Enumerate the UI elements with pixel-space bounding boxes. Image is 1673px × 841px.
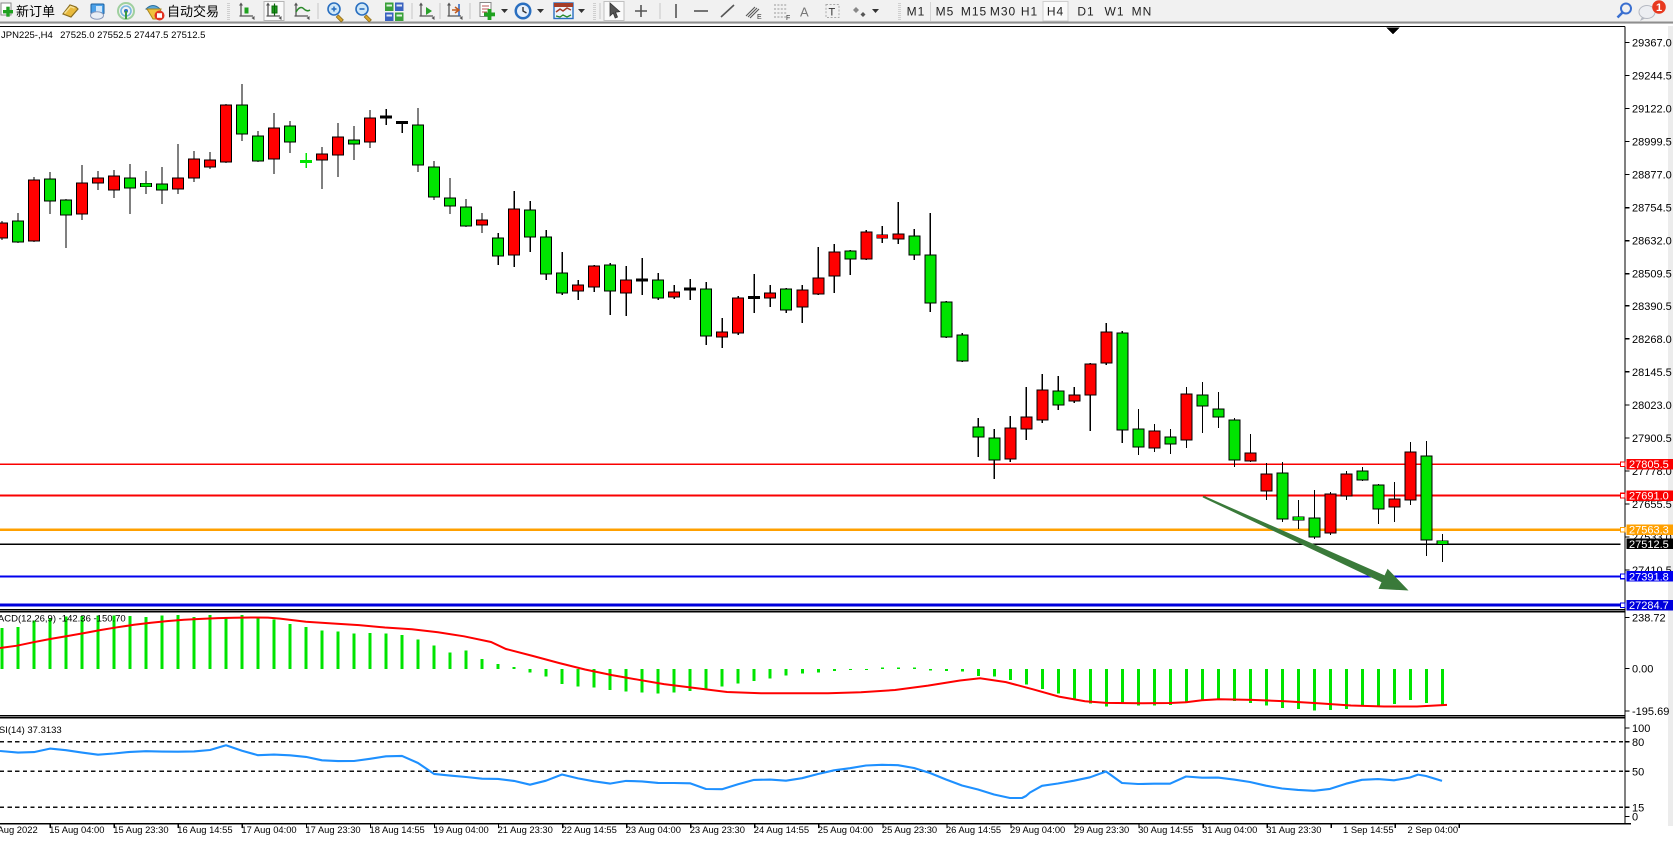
svg-text:1: 1: [1656, 2, 1662, 14]
svg-text:F: F: [786, 15, 790, 22]
svg-text:17 Aug 04:00: 17 Aug 04:00: [241, 824, 296, 835]
svg-text:27900.5: 27900.5: [1632, 433, 1672, 445]
svg-text:28632.0: 28632.0: [1632, 236, 1672, 248]
svg-text:2 Sep 04:00: 2 Sep 04:00: [1408, 824, 1459, 835]
svg-text:17 Aug 23:30: 17 Aug 23:30: [305, 824, 360, 835]
svg-text:29367.0: 29367.0: [1632, 38, 1672, 50]
svg-text:E: E: [757, 14, 762, 21]
svg-text:28023.0: 28023.0: [1632, 400, 1672, 412]
svg-text:24 Aug 14:55: 24 Aug 14:55: [754, 824, 809, 835]
svg-text:15 Aug 04:00: 15 Aug 04:00: [49, 824, 104, 835]
svg-text:100: 100: [1632, 723, 1650, 735]
svg-text:28877.0: 28877.0: [1632, 170, 1672, 182]
svg-text:27391.8: 27391.8: [1629, 571, 1669, 583]
svg-text:21 Aug 23:30: 21 Aug 23:30: [498, 824, 553, 835]
svg-text:15 Aug 23:30: 15 Aug 23:30: [113, 824, 168, 835]
svg-text:27805.5: 27805.5: [1629, 459, 1669, 471]
svg-text:自动交易: 自动交易: [167, 4, 219, 19]
svg-text:238.72: 238.72: [1632, 612, 1666, 624]
svg-text:0: 0: [1632, 812, 1638, 824]
svg-text:22 Aug 14:55: 22 Aug 14:55: [562, 824, 617, 835]
svg-text:28999.5: 28999.5: [1632, 137, 1672, 149]
svg-text:-195.69: -195.69: [1632, 706, 1669, 718]
svg-text:19 Aug 04:00: 19 Aug 04:00: [434, 824, 489, 835]
svg-text:23 Aug 04:00: 23 Aug 04:00: [626, 824, 681, 835]
svg-text:26 Aug 14:55: 26 Aug 14:55: [946, 824, 1001, 835]
svg-text:MN: MN: [1132, 5, 1153, 19]
svg-text:28145.5: 28145.5: [1632, 367, 1672, 379]
svg-text:M1: M1: [907, 5, 926, 19]
svg-text:30 Aug 14:55: 30 Aug 14:55: [1138, 824, 1193, 835]
svg-text:1 Sep 14:55: 1 Sep 14:55: [1343, 824, 1394, 835]
svg-text:16 Aug 14:55: 16 Aug 14:55: [177, 824, 232, 835]
svg-text:29122.0: 29122.0: [1632, 104, 1672, 116]
svg-text:80: 80: [1632, 737, 1644, 749]
svg-text:12 Aug 2022: 12 Aug 2022: [0, 824, 38, 835]
svg-text:JPN225-,H4 27525.0 27552.5 27: JPN225-,H4 27525.0 27552.5 27447.5 27512…: [1, 30, 205, 41]
svg-text:MACD(12,26,9) -142.36 -150.70: MACD(12,26,9) -142.36 -150.70: [0, 613, 126, 624]
svg-text:新订单: 新订单: [16, 4, 55, 19]
svg-text:27563.3: 27563.3: [1629, 525, 1669, 537]
svg-text:18 Aug 14:55: 18 Aug 14:55: [370, 824, 425, 835]
svg-text:28390.5: 28390.5: [1632, 301, 1672, 313]
svg-text:D1: D1: [1077, 5, 1094, 19]
svg-text:H1: H1: [1021, 5, 1038, 19]
svg-text:A: A: [800, 5, 809, 20]
svg-text:31 Aug 23:30: 31 Aug 23:30: [1266, 824, 1321, 835]
svg-text:29244.5: 29244.5: [1632, 71, 1672, 83]
svg-text:27691.0: 27691.0: [1629, 491, 1669, 503]
svg-text:23 Aug 23:30: 23 Aug 23:30: [690, 824, 745, 835]
svg-text:29 Aug 23:30: 29 Aug 23:30: [1074, 824, 1129, 835]
svg-text:28268.0: 28268.0: [1632, 334, 1672, 346]
svg-text:27512.5: 27512.5: [1629, 539, 1669, 551]
svg-text:27284.7: 27284.7: [1629, 600, 1669, 612]
svg-text:T: T: [829, 7, 836, 19]
svg-text:0.00: 0.00: [1632, 664, 1653, 676]
svg-text:29 Aug 04:00: 29 Aug 04:00: [1010, 824, 1065, 835]
svg-text:31 Aug 04:00: 31 Aug 04:00: [1202, 824, 1257, 835]
svg-text:M30: M30: [990, 5, 1016, 19]
svg-text:25 Aug 04:00: 25 Aug 04:00: [818, 824, 873, 835]
svg-text:W1: W1: [1105, 5, 1125, 19]
svg-text:28754.5: 28754.5: [1632, 203, 1672, 215]
svg-text:RSI(14) 37.3133: RSI(14) 37.3133: [0, 725, 62, 736]
svg-text:50: 50: [1632, 766, 1644, 778]
svg-text:M5: M5: [936, 5, 955, 19]
svg-text:M15: M15: [961, 5, 987, 19]
svg-text:25 Aug 23:30: 25 Aug 23:30: [882, 824, 937, 835]
svg-text:H4: H4: [1047, 5, 1064, 19]
svg-text:28509.5: 28509.5: [1632, 269, 1672, 281]
